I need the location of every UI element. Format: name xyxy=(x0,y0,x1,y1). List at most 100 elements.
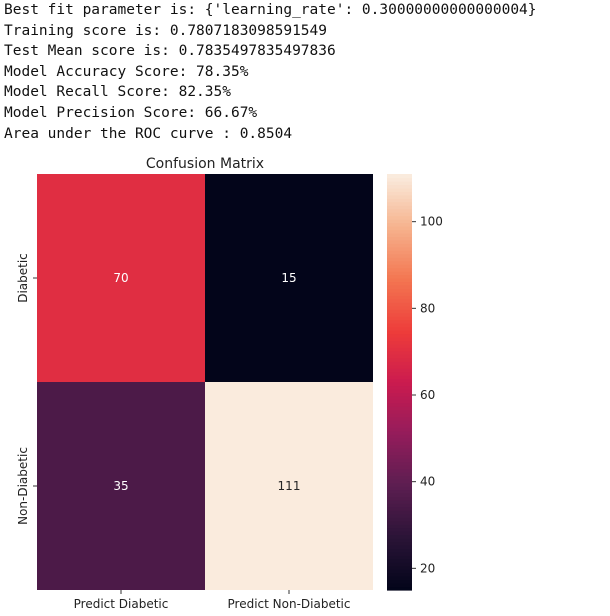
colorbar-strip xyxy=(387,420,412,425)
colorbar-strip xyxy=(387,479,412,484)
colorbar-strip xyxy=(387,288,412,293)
colorbar-strip xyxy=(387,392,412,397)
colorbar-strip xyxy=(387,586,412,591)
heatmap-cell-non-diabetic-predict-non-diabetic xyxy=(205,382,373,590)
colorbar-strip xyxy=(387,555,412,560)
colorbar-strip xyxy=(387,201,412,206)
colorbar-strip xyxy=(387,406,412,411)
colorbar-strip xyxy=(387,298,412,303)
colorbar-strip xyxy=(387,562,412,567)
colorbar-strip xyxy=(387,388,412,393)
heatmap-cell-non-diabetic-predict-diabetic xyxy=(37,382,205,590)
test-mean-score-line: Test Mean score is: 0.7835497835497836 xyxy=(4,43,336,60)
colorbar-strip xyxy=(387,350,412,355)
colorbar-strip xyxy=(387,184,412,189)
colorbar-strip xyxy=(387,239,412,244)
colorbar-strip xyxy=(387,246,412,251)
colorbar-strip xyxy=(387,208,412,213)
colorbar-strip xyxy=(387,174,412,179)
colorbar-strip xyxy=(387,212,412,217)
colorbar-strip xyxy=(387,257,412,262)
colorbar-strip xyxy=(387,278,412,283)
colorbar-strip xyxy=(387,309,412,314)
colorbar-strip xyxy=(387,364,412,369)
colorbar-strip xyxy=(387,340,412,345)
recall-score-line: Model Recall Score: 82.35% xyxy=(4,84,231,101)
colorbar-strip xyxy=(387,336,412,341)
colorbar-strip xyxy=(387,558,412,563)
heatmap-cell-diabetic-predict-non-diabetic xyxy=(205,174,373,382)
colorbar-tick-label: 100 xyxy=(420,215,443,229)
colorbar-strip xyxy=(387,496,412,501)
colorbar-strip xyxy=(387,264,412,269)
colorbar-strip xyxy=(387,468,412,473)
y-tick-label-diabetic: Diabetic xyxy=(16,253,30,303)
colorbar-strip xyxy=(387,430,412,435)
colorbar-strip xyxy=(387,382,412,387)
training-score-line: Training score is: 0.7807183098591549 xyxy=(4,22,328,39)
colorbar-strip xyxy=(387,305,412,310)
colorbar-strip xyxy=(387,354,412,359)
colorbar-strip xyxy=(387,316,412,321)
colorbar-strip xyxy=(387,267,412,272)
colorbar-strip xyxy=(387,416,412,421)
y-tick-label-non-diabetic: Non-Diabetic xyxy=(16,447,30,525)
colorbar-strip xyxy=(387,437,412,442)
colorbar-strip xyxy=(387,198,412,203)
colorbar-strip xyxy=(387,250,412,255)
colorbar-strip xyxy=(387,271,412,276)
colorbar-strip xyxy=(387,527,412,532)
colorbar-strip xyxy=(387,229,412,234)
colorbar-strip xyxy=(387,444,412,449)
colorbar-strip xyxy=(387,219,412,224)
colorbar-strip xyxy=(387,177,412,182)
colorbar-strip xyxy=(387,499,412,504)
colorbar-strip xyxy=(387,454,412,459)
colorbar-strip xyxy=(387,534,412,539)
colorbar-strip xyxy=(387,503,412,508)
colorbar-strip xyxy=(387,378,412,383)
colorbar-strip xyxy=(387,409,412,414)
colorbar-strip xyxy=(387,440,412,445)
colorbar-strip xyxy=(387,226,412,231)
colorbar-strip xyxy=(387,260,412,265)
colorbar-strip xyxy=(387,583,412,588)
colorbar-strip xyxy=(387,236,412,241)
colorbar-strip xyxy=(387,572,412,577)
cell-output-text: Best fit parameter is: {'learning_rate':… xyxy=(4,0,537,144)
colorbar-strip xyxy=(387,191,412,196)
colorbar-strip xyxy=(387,492,412,497)
heatmap-cell-diabetic-predict-diabetic xyxy=(37,174,205,382)
colorbar-strip xyxy=(387,187,412,192)
colorbar-strip xyxy=(387,451,412,456)
colorbar-strip xyxy=(387,475,412,480)
colorbar-strip xyxy=(387,510,412,515)
colorbar-strip xyxy=(387,544,412,549)
colorbar-strip xyxy=(387,465,412,470)
colorbar-strip xyxy=(387,222,412,227)
accuracy-score-line: Model Accuracy Score: 78.35% xyxy=(4,63,249,80)
colorbar-strip xyxy=(387,323,412,328)
colorbar-strip xyxy=(387,326,412,331)
colorbar-strip xyxy=(387,232,412,237)
colorbar-strip xyxy=(387,330,412,335)
colorbar-strip xyxy=(387,486,412,491)
colorbar-tick-label: 60 xyxy=(420,388,435,402)
colorbar-strip xyxy=(387,434,412,439)
cell-value-label: 70 xyxy=(113,271,128,285)
colorbar-strip xyxy=(387,395,412,400)
colorbar-strip xyxy=(387,517,412,522)
colorbar-strip xyxy=(387,472,412,477)
colorbar-strip xyxy=(387,538,412,543)
colorbar-strip xyxy=(387,205,412,210)
roc-auc-line: Area under the ROC curve : 0.8504 xyxy=(4,125,293,142)
colorbar-strip xyxy=(387,569,412,574)
colorbar-strip xyxy=(387,385,412,390)
colorbar-strip xyxy=(387,447,412,452)
chart-title: Confusion Matrix xyxy=(146,156,264,172)
colorbar-strip xyxy=(387,458,412,463)
best-fit-parameter-line: Best fit parameter is: {'learning_rate':… xyxy=(4,2,537,18)
colorbar-strip xyxy=(387,361,412,366)
colorbar-strip xyxy=(387,333,412,338)
